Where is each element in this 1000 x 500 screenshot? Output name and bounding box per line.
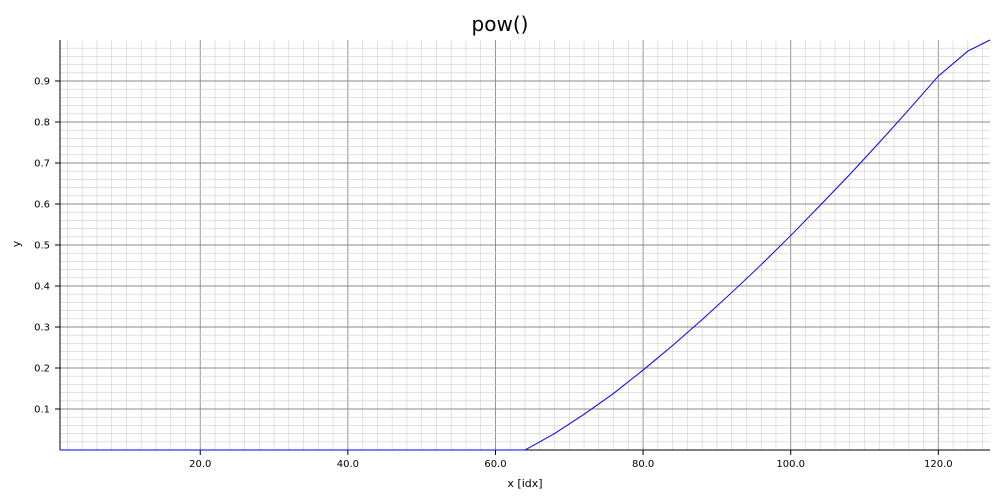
x-tick-label: 40.0 — [337, 459, 359, 470]
series-layer — [60, 39, 991, 451]
x-tick-label: 60.0 — [484, 459, 506, 470]
x-tick-label: 80.0 — [632, 459, 654, 470]
x-tick-label: 120.0 — [924, 459, 953, 470]
x-tick-label: 20.0 — [189, 459, 211, 470]
x-axis-label: x [idx] — [507, 477, 542, 490]
y-tick-label: 0.9 — [34, 77, 50, 88]
x-tick-label: 100.0 — [776, 459, 805, 470]
y-tick-label: 0.5 — [34, 241, 50, 252]
y-tick-label: 0.8 — [34, 118, 50, 129]
y-tick-label: 0.4 — [34, 282, 50, 293]
y-tick-label: 0.3 — [34, 323, 50, 334]
y-tick-label: 0.7 — [34, 159, 50, 170]
y-tick-label: 0.2 — [34, 364, 50, 375]
y-axis-label: y — [10, 240, 23, 247]
series-line — [60, 39, 991, 451]
y-tick-label: 0.1 — [34, 405, 50, 416]
x-tick-labels: 20.0 40.0 60.0 80.0 100.0 120.0 — [189, 459, 953, 470]
y-tick-labels: 0.1 0.2 0.3 0.4 0.5 0.6 0.7 0.8 0.9 — [34, 77, 50, 416]
y-tick-label: 0.6 — [34, 200, 50, 211]
chart-title: pow() — [472, 12, 529, 36]
grid — [60, 40, 990, 450]
